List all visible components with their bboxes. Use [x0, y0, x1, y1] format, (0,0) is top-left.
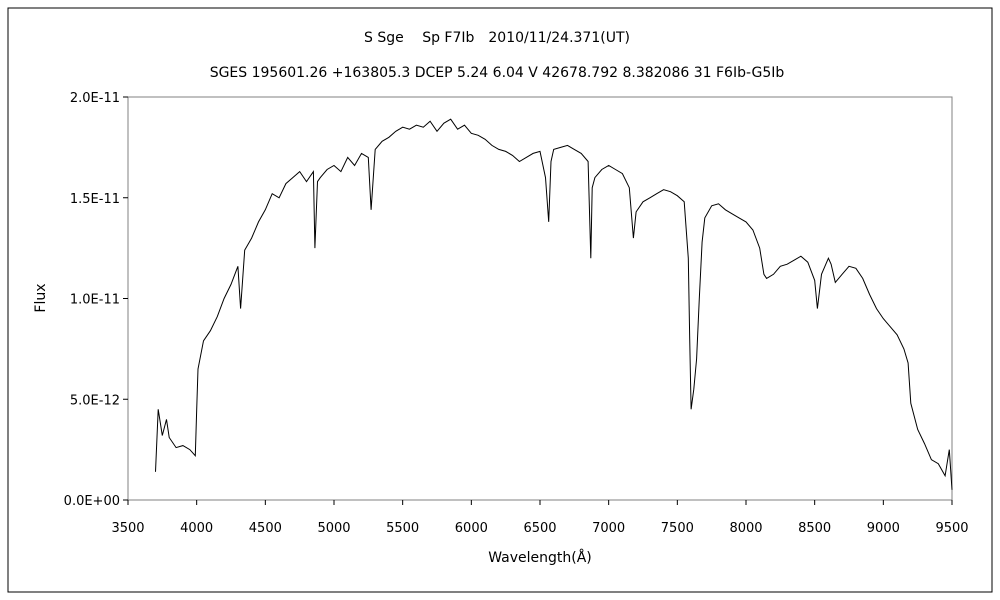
x-tick-label: 9500 — [935, 521, 968, 536]
x-tick-label: 3500 — [111, 521, 144, 536]
x-axis-label: Wavelength(Å) — [488, 549, 592, 566]
chart-frame — [7, 7, 993, 593]
y-axis-label: Flux — [33, 283, 49, 312]
x-tick-label: 5000 — [317, 521, 350, 536]
y-tick-label: 2.0E-11 — [70, 91, 120, 106]
y-tick-label: 0.0E+00 — [64, 494, 120, 509]
x-tick-label: 7000 — [592, 521, 625, 536]
y-tick-label: 5.0E-12 — [70, 393, 120, 408]
x-tick-label: 8500 — [798, 521, 831, 536]
x-tick-label: 7500 — [661, 521, 694, 536]
x-tick-label: 4500 — [249, 521, 282, 536]
x-tick-label: 8000 — [729, 521, 762, 536]
x-tick-label: 5500 — [386, 521, 419, 536]
x-tick-label: 9000 — [867, 521, 900, 536]
chart-title: S Sge Sp F7Ib 2010/11/24.371(UT) — [364, 30, 630, 46]
x-tick-label: 6000 — [455, 521, 488, 536]
x-tick-label: 4000 — [180, 521, 213, 536]
spectrum-line — [155, 118, 953, 490]
x-tick-label: 6500 — [523, 521, 556, 536]
y-tick-label: 1.5E-11 — [70, 192, 120, 207]
y-tick-label: 1.0E-11 — [70, 293, 120, 308]
chart-subtitle: SGES 195601.26 +163805.3 DCEP 5.24 6.04 … — [210, 65, 785, 81]
x-axis: 3500 4000 4500 5000 5500 6000 6500 7000 7500 8000… — [111, 500, 969, 536]
y-axis: 0.0E+00 5.0E-12 1.0E-11 1.5E-11 2.0E-11 — [64, 91, 128, 509]
